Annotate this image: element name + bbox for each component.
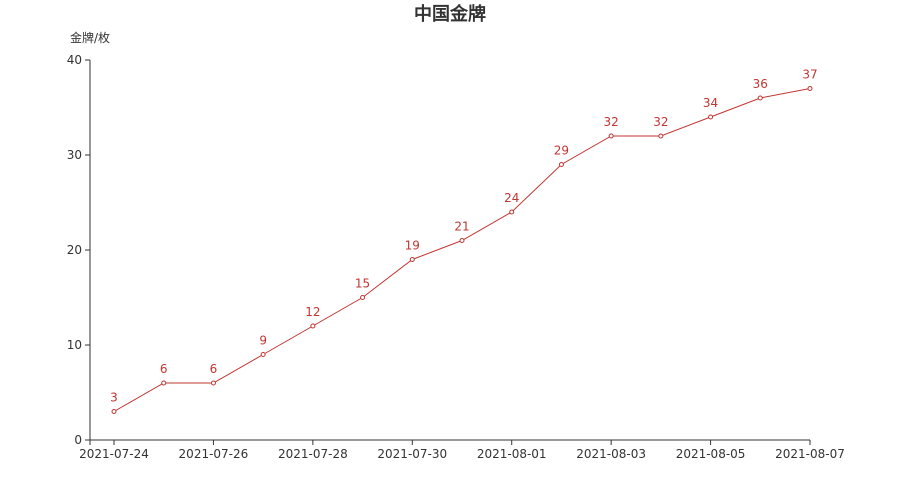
data-label: 6	[210, 362, 218, 376]
data-point	[459, 238, 465, 243]
data-label: 9	[259, 334, 267, 348]
data-point	[210, 380, 216, 386]
chart-title: 中国金牌	[414, 3, 486, 25]
data-label: 3	[110, 391, 118, 405]
data-label: 6	[160, 362, 168, 376]
data-label: 29	[554, 144, 569, 158]
y-tick-label: 10	[67, 338, 82, 352]
y-tick-label: 20	[67, 243, 82, 257]
data-label: 12	[305, 305, 320, 319]
axes: 0 10 20 30 40 2021-07-24 2021-07-26 2021-07-28 2…	[67, 53, 845, 461]
data-point	[807, 86, 813, 91]
y-tick-label: 40	[67, 53, 82, 67]
data-point	[310, 323, 316, 329]
x-tick-label: 2021-08-03	[576, 447, 646, 461]
data-point	[509, 209, 515, 215]
data-point	[360, 295, 366, 300]
data-point	[558, 162, 564, 167]
data-label: 15	[355, 277, 370, 291]
series-line	[113, 88, 811, 412]
data-point	[708, 114, 714, 120]
data-point	[260, 352, 266, 357]
data-point	[658, 133, 664, 139]
data-label: 24	[504, 191, 519, 205]
data-label: 36	[753, 77, 768, 91]
x-tick-label: 2021-07-28	[278, 447, 348, 461]
y-axis-label: 金牌/枚	[70, 30, 110, 45]
data-label: 32	[653, 115, 668, 129]
x-tick-label: 2021-08-07	[775, 447, 845, 461]
data-label: 37	[802, 68, 817, 82]
data-label: 32	[604, 115, 619, 129]
data-point	[111, 409, 117, 414]
x-tick-label: 2021-07-24	[79, 447, 149, 461]
data-point	[409, 257, 415, 262]
data-point	[608, 133, 614, 139]
x-tick-label: 2021-08-05	[676, 447, 746, 461]
data-label: 34	[703, 96, 718, 110]
data-point	[757, 95, 763, 101]
y-tick-label: 0	[74, 433, 82, 447]
x-tick-label: 2021-07-30	[377, 447, 447, 461]
y-tick-label: 30	[67, 148, 82, 162]
data-label: 21	[454, 220, 469, 234]
data-point	[161, 380, 167, 386]
x-tick-label: 2021-08-01	[477, 447, 547, 461]
data-label: 19	[405, 239, 420, 253]
x-tick-label: 2021-07-26	[179, 447, 249, 461]
